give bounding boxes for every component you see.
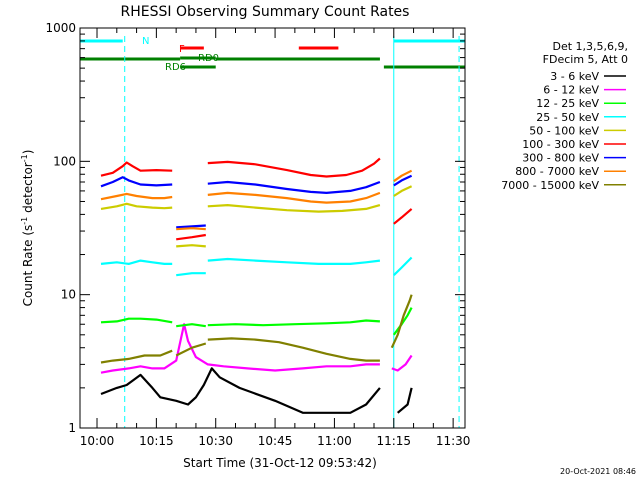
flag-label-rd0: RD0 xyxy=(198,53,219,64)
footer-timestamp: 20-Oct-2021 08:46 xyxy=(560,467,636,476)
series-line-7000-15000-kev xyxy=(100,349,173,364)
y-axis-ticks: 1 10 100 1000 xyxy=(45,21,465,435)
flag-label-rd6: RD6 xyxy=(165,62,186,73)
series-line-100-300-kev xyxy=(176,233,206,241)
y-label-sup1: -1 xyxy=(20,217,29,225)
legend-entry-label: 12 - 25 keV xyxy=(536,97,599,110)
series-line-12-25-kev xyxy=(100,317,173,324)
y-tick-label: 1 xyxy=(68,421,76,435)
series-line-6-12-kev xyxy=(100,323,380,374)
series-line-50-100-kev xyxy=(393,185,413,197)
series-line-25-50-kev xyxy=(176,272,206,277)
series-line-100-300-kev xyxy=(393,208,413,225)
series-line-50-100-kev xyxy=(176,244,206,248)
x-tick-label: 10:45 xyxy=(258,434,293,448)
series-line-12-25-kev xyxy=(176,323,206,328)
legend-entry-label: 300 - 800 keV xyxy=(522,152,599,165)
legend-entry-label: 100 - 300 keV xyxy=(522,138,599,151)
y-tick-label: 100 xyxy=(53,154,76,168)
legend-entry-label: 50 - 100 keV xyxy=(529,124,599,137)
y-label-part1: Count Rate (s xyxy=(21,225,35,307)
series-line-800-7000-kev xyxy=(207,191,381,204)
series-line-300-800-kev xyxy=(176,224,206,229)
y-label-part2: detector xyxy=(21,162,35,217)
flag-bars xyxy=(80,39,465,69)
x-tick-label: 10:30 xyxy=(198,434,233,448)
series-line-7000-15000-kev xyxy=(175,342,207,357)
y-tick-label: 10 xyxy=(61,288,76,302)
legend-entry-label: 3 - 6 keV xyxy=(550,70,599,83)
series-line-800-7000-kev xyxy=(393,169,413,183)
series-line-12-25-kev xyxy=(207,319,380,327)
series-line-3-6-kev xyxy=(396,387,413,414)
flag-label-f: F xyxy=(179,44,185,55)
series-line-6-12-kev xyxy=(391,354,413,372)
x-axis-label: Start Time (31-Oct-12 09:53:42) xyxy=(183,456,377,470)
flag-label-n: N xyxy=(142,36,149,47)
series-line-3-6-kev xyxy=(100,367,381,414)
series-lines xyxy=(100,157,413,414)
series-line-50-100-kev xyxy=(100,202,173,210)
series-line-100-300-kev xyxy=(207,157,381,178)
series-line-100-300-kev xyxy=(100,161,173,177)
series-line-800-7000-kev xyxy=(176,227,206,231)
series-line-300-800-kev xyxy=(100,176,173,188)
legend: Det 1,3,5,6,9,FDecim 5, Att 0 3 - 6 keV6 … xyxy=(501,40,628,192)
x-tick-label: 10:15 xyxy=(139,434,174,448)
series-line-800-7000-kev xyxy=(100,192,173,201)
y-label-sup2: -1 xyxy=(20,154,29,162)
plot-frame xyxy=(79,27,466,429)
series-line-7000-15000-kev xyxy=(207,337,380,362)
vertical-lines xyxy=(124,36,460,428)
series-line-25-50-kev xyxy=(100,259,173,265)
legend-header: FDecim 5, Att 0 xyxy=(543,53,628,66)
legend-header: Det 1,3,5,6,9, xyxy=(552,40,628,53)
series-line-25-50-kev xyxy=(207,257,381,265)
x-tick-label: 11:00 xyxy=(317,434,352,448)
legend-entry-label: 25 - 50 keV xyxy=(536,111,599,124)
series-line-50-100-kev xyxy=(207,204,381,213)
series-line-300-800-kev xyxy=(207,180,381,194)
x-axis-ticks: 10:00 10:15 10:30 10:45 11:00 11:15 11:30 xyxy=(80,28,471,448)
x-tick-label: 10:00 xyxy=(80,434,115,448)
series-line-25-50-kev xyxy=(393,256,413,276)
series-line-300-800-kev xyxy=(393,174,413,187)
legend-entry-label: 800 - 7000 keV xyxy=(515,165,599,178)
y-tick-label: 1000 xyxy=(45,21,76,35)
chart-title: RHESSI Observing Summary Count Rates xyxy=(121,4,410,20)
x-tick-label: 11:15 xyxy=(376,434,411,448)
y-axis-label: Count Rate (s-1 detector-1) xyxy=(20,150,35,307)
x-tick-label: 11:30 xyxy=(436,434,471,448)
y-label-part3: ) xyxy=(21,150,35,155)
legend-entry-label: 7000 - 15000 keV xyxy=(501,179,599,192)
series-line-7000-15000-kev xyxy=(390,294,413,349)
series-line-12-25-kev xyxy=(392,307,413,336)
legend-entry-label: 6 - 12 keV xyxy=(543,84,599,97)
